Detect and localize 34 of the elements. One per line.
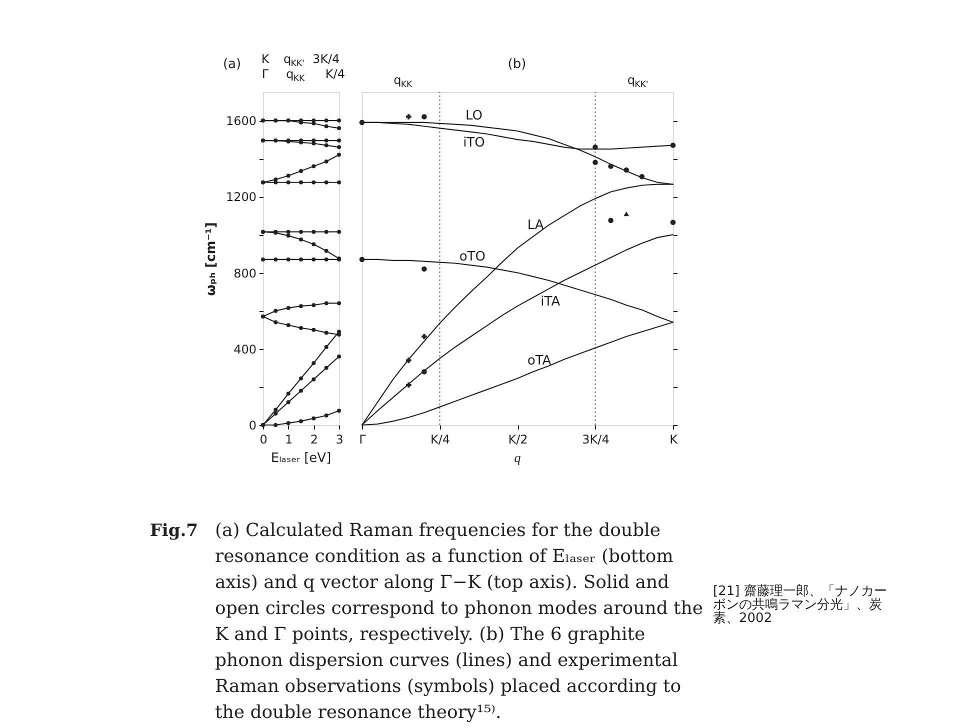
text: Γ [262,67,269,81]
x-tick-label: K/4 [430,432,450,446]
y-tick-label: 1200 [226,190,256,204]
x-axis-title: Eₗₐₛₑᵣ [eV] [270,451,332,466]
x-tick-label: 0 [260,432,268,446]
x-tick-label: 3K/4 [582,432,610,446]
series-label: oTO [459,249,486,264]
y-tick-label: 0 [248,418,256,432]
series-label: iTO [463,135,485,150]
text: K [261,52,270,66]
x-axis-title: q [394,73,402,87]
series-label: oTA [527,353,552,368]
chart-title: (b) [508,57,526,72]
text: [21] 齋藤理一郎、「ナノカーボンの共鳴ラマン分光」、炭素、2002 [713,583,887,626]
text: 3K/4 [312,52,340,66]
x-tick-label: 1 [285,432,293,446]
y-tick-label: 1600 [226,114,256,128]
series-label: iTA [540,294,560,310]
text: KK [400,80,412,90]
x-tick-label: 2 [310,432,318,446]
x-tick-label: 3 [336,432,344,446]
y-tick-label: 800 [234,266,256,280]
x-tick-label: K/2 [508,432,528,446]
x-tick-label: K [670,432,679,446]
x-tick-label: Γ [359,432,366,446]
text: K/4 [325,67,345,81]
series-label: LO [465,108,482,124]
text: (a) Calculated Raman frequencies for the double resonance condition as a function of Eₗₐₛₑᵣ (bottom axis) and q vector along Γ−K (top axis). Solid and open circles correspond to phonon modes around the K and Γ points, respectively. (b) The 6 graphite phonon dispersion curves (lines) and experimental Raman observations (symbols) placed according to the double resonance theory¹⁵⁾. [215,520,704,723]
text: q [514,450,521,465]
chart-title: (a) [222,57,242,72]
y-tick-label: 400 [234,342,256,356]
y-axis-title: ωₚₕ [cm⁻¹] [204,222,219,296]
text: Fig.7 [150,521,198,541]
series-label: LA [527,218,544,234]
